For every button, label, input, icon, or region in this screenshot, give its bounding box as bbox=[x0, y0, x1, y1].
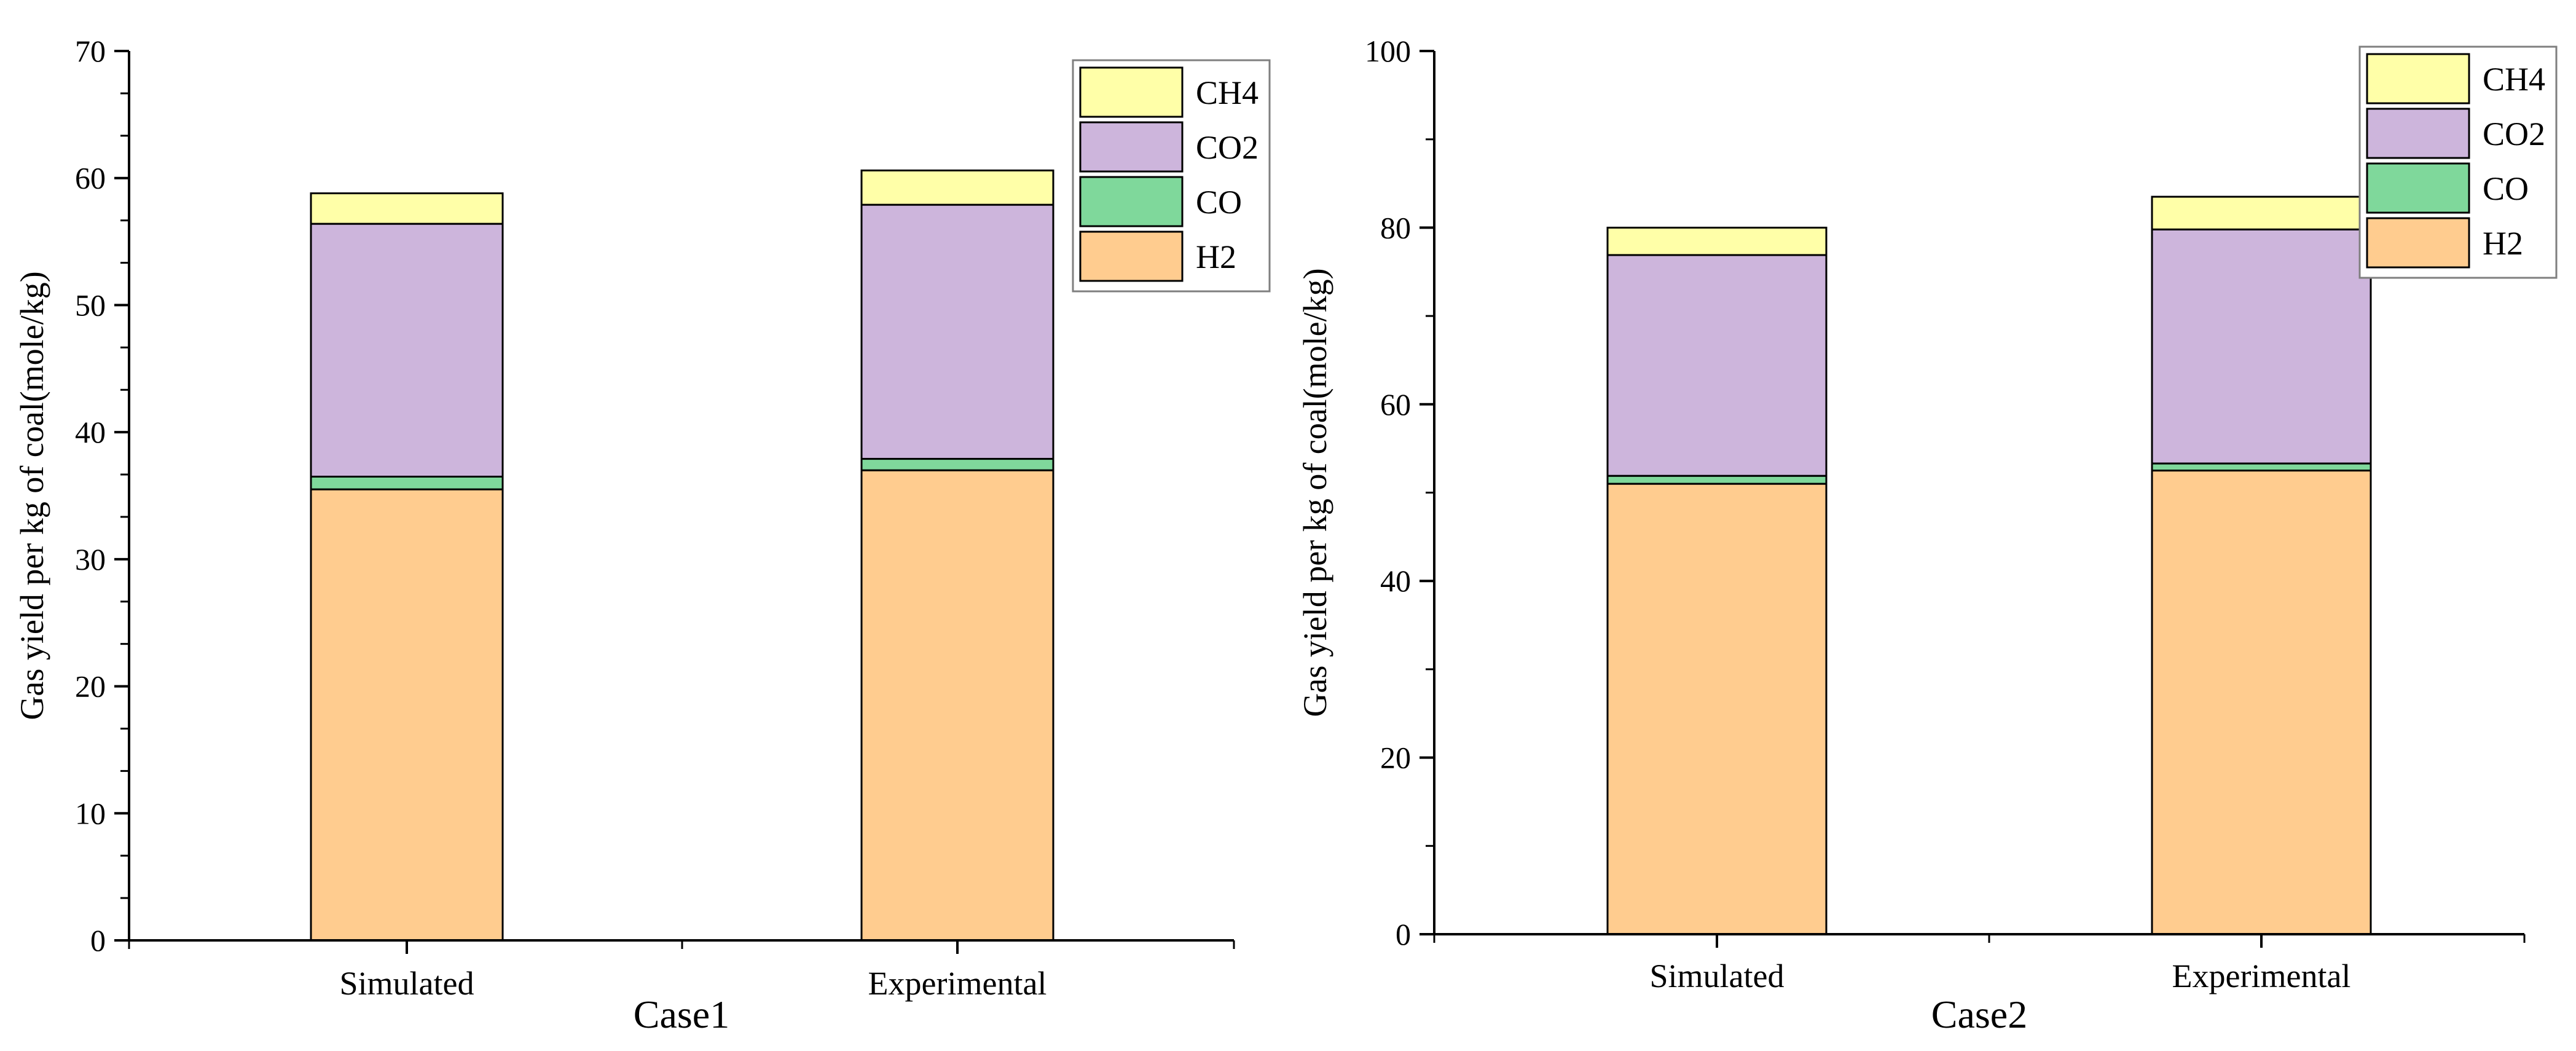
y-tick-label: 60 bbox=[1380, 387, 1411, 422]
bar-h2-experimental bbox=[860, 469, 1054, 942]
x-tick-label: Simulated bbox=[1650, 958, 1785, 994]
chart-panel-1: 0 10 20 30 40 50 60 70 Simulated Experimental Case… bbox=[14, 34, 1271, 1036]
y-tick-label: 0 bbox=[90, 923, 106, 958]
x-tick-label: Experimental bbox=[868, 965, 1047, 1002]
y-tick-label: 70 bbox=[75, 34, 106, 68]
bar-co-experimental bbox=[860, 458, 1054, 471]
legend-swatch-h2 bbox=[2366, 217, 2470, 269]
y-axis-title: Gas yield per kg of coal(mole/kg) bbox=[14, 271, 50, 720]
x-axis-title: Case2 bbox=[1931, 993, 2027, 1036]
bar-h2-simulated bbox=[310, 488, 504, 942]
legend-swatch-co2 bbox=[2366, 108, 2470, 159]
legend-swatch-h2 bbox=[1079, 230, 1184, 282]
legend-swatch-co bbox=[1079, 176, 1184, 227]
legend-swatch-co2 bbox=[1079, 121, 1184, 173]
legend-swatch-ch4 bbox=[2366, 53, 2470, 104]
y-tick-label: 30 bbox=[75, 542, 106, 577]
y-tick-label: 80 bbox=[1380, 210, 1411, 245]
legend-swatch-ch4 bbox=[1079, 66, 1184, 118]
legend: CH4 CO2 CO H2 bbox=[2358, 45, 2558, 279]
bar-ch4-simulated bbox=[310, 192, 504, 225]
bar-ch4-experimental bbox=[2151, 195, 2372, 230]
y-tick-label: 50 bbox=[75, 288, 106, 322]
y-tick-label: 20 bbox=[75, 669, 106, 704]
bar-ch4-simulated bbox=[1606, 226, 1828, 256]
legend-swatch-co bbox=[2366, 162, 2470, 214]
legend: CH4 CO2 CO H2 bbox=[1072, 59, 1271, 293]
bar-co2-experimental bbox=[2151, 228, 2372, 465]
bar-co2-experimental bbox=[860, 203, 1054, 460]
bar-co2-simulated bbox=[1606, 254, 1828, 477]
y-tick-label: 0 bbox=[1396, 917, 1411, 951]
bar-co-experimental bbox=[2151, 462, 2372, 472]
legend-label-co2: CO2 bbox=[2483, 116, 2545, 152]
legend-label-ch4: CH4 bbox=[1196, 74, 1259, 111]
y-tick-label: 100 bbox=[1365, 34, 1411, 68]
legend-label-co2: CO2 bbox=[1196, 129, 1259, 166]
chart-panel-2: 0 20 40 60 80 100 Simulated Experimental Case2 Ga… bbox=[1297, 34, 2558, 1036]
bar-h2-experimental bbox=[2151, 470, 2372, 935]
legend-label-h2: H2 bbox=[2483, 225, 2523, 262]
bar-h2-simulated bbox=[1606, 482, 1828, 935]
legend-label-ch4: CH4 bbox=[2483, 61, 2545, 98]
bar-ch4-experimental bbox=[860, 169, 1054, 206]
y-tick-label: 40 bbox=[75, 415, 106, 449]
bar-co-simulated bbox=[1606, 474, 1828, 485]
y-tick-label: 40 bbox=[1380, 564, 1411, 598]
x-axis-title: Case1 bbox=[634, 993, 729, 1036]
y-tick-label: 20 bbox=[1380, 741, 1411, 775]
y-tick-label: 10 bbox=[75, 796, 106, 830]
y-axis-title: Gas yield per kg of coal(mole/kg) bbox=[1297, 268, 1333, 717]
bar-co2-simulated bbox=[310, 222, 504, 478]
y-tick-label: 60 bbox=[75, 161, 106, 195]
legend-label-co: CO bbox=[1196, 184, 1242, 221]
legend-label-co: CO bbox=[2483, 170, 2529, 207]
legend-label-h2: H2 bbox=[1196, 238, 1236, 275]
x-tick-label: Experimental bbox=[2172, 958, 2351, 994]
bar-co-simulated bbox=[310, 475, 504, 490]
x-tick-label: Simulated bbox=[340, 965, 474, 1002]
